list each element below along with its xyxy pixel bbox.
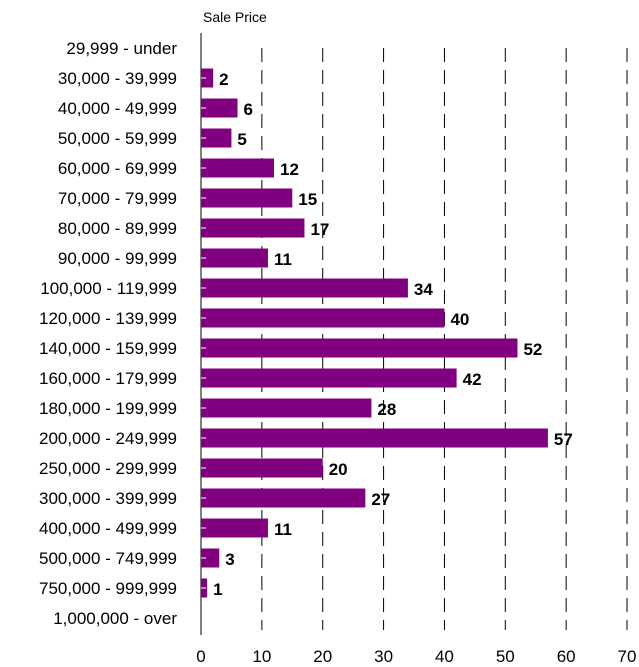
data-label: 2 — [219, 70, 228, 89]
bar — [201, 548, 220, 568]
bar — [201, 368, 457, 388]
data-label: 6 — [244, 100, 253, 119]
bars — [201, 68, 548, 598]
bar — [201, 398, 372, 418]
data-label: 27 — [371, 490, 390, 509]
data-label: 40 — [450, 310, 469, 329]
bar — [201, 68, 214, 88]
bar — [201, 128, 232, 148]
category-label: 200,000 - 249,999 — [39, 429, 177, 448]
data-label: 11 — [274, 250, 292, 269]
x-tick-label: 40 — [435, 647, 454, 666]
category-label: 60,000 - 69,999 — [58, 159, 177, 178]
x-tick-label: 0 — [196, 647, 205, 666]
bar — [201, 488, 366, 508]
category-label: 1,000,000 - over — [53, 609, 177, 628]
bar — [201, 248, 268, 268]
data-label: 57 — [554, 430, 573, 449]
bar — [201, 308, 445, 328]
data-label: 28 — [377, 400, 396, 419]
bar — [201, 98, 238, 118]
category-label: 40,000 - 49,999 — [58, 99, 177, 118]
data-label: 11 — [274, 520, 292, 539]
x-tick-labels: 0 10 20 30 40 50 60 70 — [196, 647, 636, 666]
bar — [201, 158, 275, 178]
data-label: 17 — [310, 220, 329, 239]
data-label: 3 — [225, 550, 234, 569]
bar — [201, 278, 408, 298]
data-label: 15 — [298, 190, 317, 209]
x-tick-label: 50 — [496, 647, 515, 666]
bar — [201, 518, 268, 538]
data-label: 12 — [280, 160, 299, 179]
category-label: 500,000 - 749,999 — [39, 549, 177, 568]
x-tick-label: 60 — [557, 647, 576, 666]
bar — [201, 218, 305, 238]
category-label: 70,000 - 79,999 — [58, 189, 177, 208]
bar — [201, 458, 323, 478]
category-label: 750,000 - 999,999 — [39, 579, 177, 598]
bar — [201, 338, 518, 358]
data-label: 1 — [213, 580, 222, 599]
x-tick-label: 20 — [313, 647, 332, 666]
category-label: 50,000 - 59,999 — [58, 129, 177, 148]
x-tick-label: 30 — [374, 647, 393, 666]
category-labels: 29,999 - under 30,000 - 39,999 40,000 - 49… — [39, 39, 177, 628]
chart-title: Sale Price — [203, 9, 267, 25]
category-label: 90,000 - 99,999 — [58, 249, 177, 268]
category-label: 29,999 - under — [66, 39, 177, 58]
category-label: 120,000 - 139,999 — [39, 309, 177, 328]
data-label: 5 — [237, 130, 246, 149]
data-label: 42 — [463, 370, 482, 389]
x-tick-label: 10 — [252, 647, 271, 666]
category-label: 100,000 - 119,999 — [40, 279, 177, 298]
category-label: 80,000 - 89,999 — [58, 219, 177, 238]
bar — [201, 428, 548, 448]
bar — [201, 188, 293, 208]
data-labels: 26 5 12 15 17 11 34 40 52 42 28 57 20 27 11 31 — [213, 70, 573, 599]
x-tick-label: 70 — [618, 647, 637, 666]
category-label: 250,000 - 299,999 — [39, 459, 177, 478]
data-label: 34 — [414, 280, 433, 299]
data-label: 52 — [523, 340, 542, 359]
category-label: 30,000 - 39,999 — [58, 69, 177, 88]
category-label: 300,000 - 399,999 — [39, 489, 177, 508]
category-label: 160,000 - 179,999 — [39, 369, 177, 388]
data-label: 20 — [329, 460, 348, 479]
category-label: 140,000 - 159,999 — [39, 339, 177, 358]
category-label: 180,000 - 199,999 — [39, 399, 177, 418]
category-label: 400,000 - 499,999 — [39, 519, 177, 538]
